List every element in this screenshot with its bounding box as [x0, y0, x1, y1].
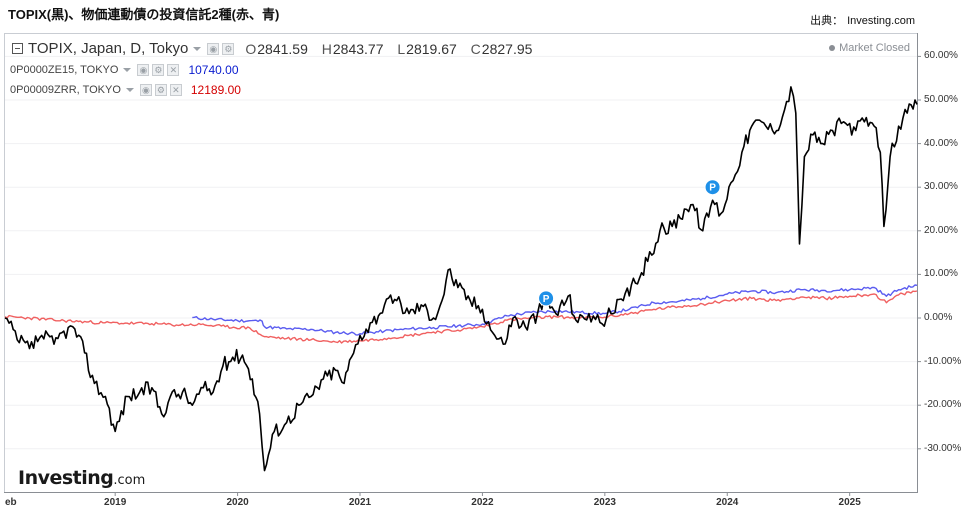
event-marker-label: P — [543, 294, 550, 305]
y-tick-label: 20.00% — [924, 224, 958, 236]
page-title: TOPIX(黒)、物価連動債の投資信託2種(赤、青) — [8, 7, 280, 22]
main-series-symbol[interactable]: TOPIX, Japan, D, Tokyo — [28, 40, 189, 57]
x-tick-label: 2020 — [226, 497, 249, 508]
series-layer — [4, 86, 918, 472]
collapse-legend-icon[interactable] — [12, 43, 23, 54]
y-tick-label: -30.00% — [924, 442, 962, 454]
x-tick-label: 2024 — [716, 497, 739, 508]
y-tick-label: 50.00% — [924, 94, 958, 105]
status-dot-icon — [829, 45, 836, 52]
eye-icon[interactable]: ◉ — [207, 42, 220, 55]
open-key: O — [245, 40, 257, 57]
y-tick-label: 0.00% — [924, 312, 953, 323]
gear-icon[interactable]: ⚙ — [152, 64, 165, 76]
comparison-value-red: 12189.00 — [190, 83, 241, 97]
series-line-topix — [4, 86, 918, 472]
y-tick-label: 30.00% — [924, 181, 958, 193]
comparison-symbol-blue[interactable]: 0P0000ZE15, TOKYO — [10, 64, 119, 76]
event-marker: P — [704, 179, 721, 196]
y-axis-line — [917, 33, 918, 493]
gear-icon[interactable]: ⚙ — [154, 84, 167, 96]
eye-icon[interactable]: ◉ — [137, 64, 150, 76]
market-status: Market Closed — [829, 42, 910, 54]
series-line-blue — [192, 284, 918, 336]
close-value: 2827.95 — [481, 40, 533, 57]
close-icon[interactable]: ✕ — [169, 84, 182, 96]
x-tick-label: 2022 — [471, 497, 494, 508]
low-key: L — [397, 40, 406, 57]
investing-logo: Investing.com — [18, 467, 146, 489]
comparison-symbol-red[interactable]: 0P00009ZRR, TOKYO — [10, 84, 121, 96]
event-marker: P — [538, 290, 555, 307]
close-icon[interactable]: ✕ — [167, 64, 180, 76]
chevron-down-icon[interactable] — [125, 88, 134, 92]
comparison-legend-red: 0P00009ZRR, TOKYO ◉ ⚙ ✕ 12189.00 — [10, 83, 241, 97]
chevron-down-icon[interactable] — [123, 68, 132, 72]
x-axis-line — [4, 492, 918, 493]
y-tick-label: 40.00% — [924, 137, 958, 149]
event-marker-label: P — [709, 183, 716, 194]
high-key: H — [321, 40, 332, 57]
source-value: Investing.com — [847, 15, 915, 27]
event-marker-circle — [538, 290, 555, 307]
high-value: 2843.77 — [332, 40, 384, 57]
open-value: 2841.59 — [257, 40, 308, 57]
market-status-text: Market Closed — [839, 42, 910, 54]
x-tick-label: 2019 — [104, 497, 127, 508]
x-tick-start: eb — [5, 497, 17, 508]
y-tick-label: -20.00% — [924, 399, 962, 411]
x-tick-label: 2023 — [593, 497, 616, 508]
close-key: C — [470, 40, 481, 57]
gear-icon[interactable]: ⚙ — [222, 42, 235, 55]
y-tick-label: -10.00% — [924, 355, 962, 367]
ohlc-readout: O2841.59 H2843.77 L2819.67 C2827.95 — [245, 41, 542, 57]
x-tick-label: 2025 — [838, 497, 861, 508]
comparison-value-blue: 10740.00 — [188, 63, 239, 77]
low-value: 2819.67 — [406, 40, 457, 57]
y-tick-label: 10.00% — [924, 268, 958, 280]
comparison-legend-blue: 0P0000ZE15, TOKYO ◉ ⚙ ✕ 10740.00 — [10, 63, 239, 77]
source-credit: 出典： Investing.com — [810, 12, 915, 28]
marker-layer: PP — [538, 179, 721, 307]
gridlines — [5, 55, 921, 496]
series-line-red — [4, 290, 918, 344]
x-tick-label: 2021 — [348, 497, 372, 508]
main-series-legend: TOPIX, Japan, D, Tokyo ◉ ⚙ O2841.59 H284… — [12, 40, 542, 57]
eye-icon[interactable]: ◉ — [139, 84, 152, 96]
source-label: 出典： — [810, 15, 844, 27]
event-marker-circle — [704, 179, 721, 196]
chevron-down-icon[interactable] — [193, 46, 202, 51]
y-tick-label: 60.00% — [924, 50, 958, 62]
